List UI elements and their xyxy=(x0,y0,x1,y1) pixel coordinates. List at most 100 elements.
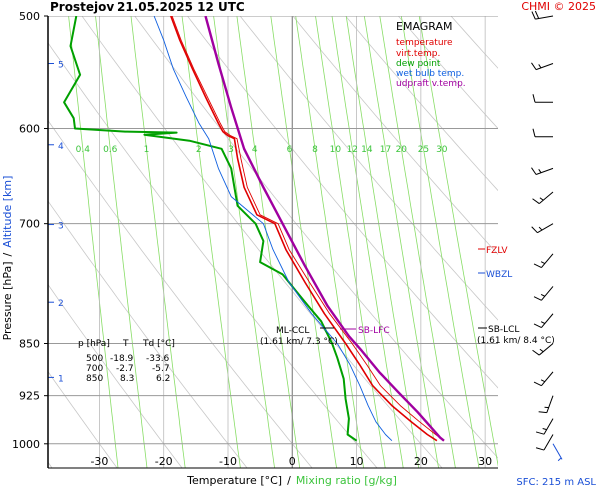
mixing-ratio-line xyxy=(181,16,241,468)
wind-barb-flag xyxy=(538,411,547,414)
table-header-t: T xyxy=(122,339,129,349)
x-axis-title-sep: / xyxy=(287,474,291,487)
mixing-ratio-label: 30 xyxy=(436,145,448,155)
mixing-ratio-line xyxy=(418,16,498,467)
ml-ccl-label: ML-CCL xyxy=(276,326,309,336)
wind-barb xyxy=(538,395,554,414)
wind-barb-shaft xyxy=(552,443,563,460)
mixing-ratio-label: 0.4 xyxy=(76,145,91,155)
mixing-ratio-line xyxy=(95,16,148,468)
y-axis-title-sep: / xyxy=(1,252,14,256)
dry-adiabat xyxy=(345,16,498,192)
mixing-ratio-line xyxy=(315,16,386,468)
wind-barb xyxy=(535,434,554,451)
table-cell: 850 xyxy=(86,374,103,384)
table-cell: 8.3 xyxy=(120,374,134,384)
wind-barb-half-flag xyxy=(542,428,547,431)
wind-barb-shaft xyxy=(541,286,554,301)
dry-adiabat xyxy=(239,16,498,321)
mixing-ratio-label: 1 xyxy=(144,145,150,155)
altitude-tick-label: 5 xyxy=(58,60,64,70)
mixing-ratio-label: 25 xyxy=(418,145,429,155)
wind-barb-shaft xyxy=(538,191,554,204)
mixing-ratio-line xyxy=(379,16,456,468)
wind-barb-flag xyxy=(535,447,545,451)
altitude-tick-label: 1 xyxy=(58,374,64,384)
mixing-ratio-label: 17 xyxy=(380,145,391,155)
legend-item-updraft: udpraft v.temp. xyxy=(396,79,466,89)
dry-adiabat xyxy=(134,16,498,459)
y-tick-label: 500 xyxy=(19,10,40,23)
series-line-temperature xyxy=(170,16,438,442)
wind-barb-half-flag xyxy=(540,321,546,324)
wind-barb-half-flag xyxy=(539,348,544,353)
wind-barb-shaft xyxy=(538,343,554,356)
legend-item-wet-bulb: wet bulb temp. xyxy=(396,69,464,79)
wind-barb-half-flag xyxy=(539,197,544,201)
y-axis-title-pressure: Pressure [hPa] xyxy=(1,261,14,340)
table-cell: -5.7 xyxy=(152,364,170,374)
legend-item-virt-temp: virt.temp. xyxy=(396,49,440,59)
wind-barb-flag xyxy=(534,10,540,19)
wind-barb-flag xyxy=(531,226,538,234)
wind-barb-flag xyxy=(531,167,537,175)
table-cell: -2.7 xyxy=(116,364,134,374)
dry-adiabat xyxy=(48,200,248,468)
wind-barb-shaft xyxy=(541,313,554,328)
datetime: 21.05.2025 12 UTC xyxy=(117,0,245,14)
grid-layer xyxy=(48,16,600,468)
x-axis-title-mixing: Mixing ratio [g/kg] xyxy=(296,474,397,487)
x-axis-title: Temperature [°C] / Mixing ratio [g/kg] xyxy=(186,474,397,487)
mixing-ratio-line xyxy=(213,16,275,468)
wind-barb-shaft xyxy=(546,395,554,413)
y-tick-label: 925 xyxy=(19,390,40,403)
legend: EMAGRAM temperature virt.temp. dew point… xyxy=(396,20,466,89)
dry-adiabat xyxy=(450,16,498,69)
table-header-td: Td [°C] xyxy=(142,339,175,349)
wind-barb-flag xyxy=(531,11,536,20)
wind-barb-half-flag xyxy=(540,379,546,383)
wind-barb-shaft xyxy=(537,223,554,234)
ml-ccl-value: (1.61 km/ 7.3 °C) xyxy=(260,337,338,347)
sb-lcl-value: (1.61 km/ 8.4 °C) xyxy=(477,336,555,346)
legend-item-dew-point: dew point xyxy=(396,59,441,69)
x-tick-label: -10 xyxy=(219,455,237,468)
dry-adiabat xyxy=(292,16,498,255)
table-header-p: p [hPa] xyxy=(78,339,110,349)
y-tick-label: 700 xyxy=(19,218,40,231)
wind-barb xyxy=(552,443,563,462)
mixing-ratio-label: 0.6 xyxy=(103,145,118,155)
wind-barb-flag xyxy=(532,349,540,356)
wind-barb xyxy=(533,371,554,387)
mixing-ratio-line xyxy=(130,16,186,468)
mixing-ratio-line xyxy=(331,16,404,468)
wind-barb xyxy=(531,10,554,20)
values-table: p [hPa] T Td [°C] 500 -18.9 -33.6 700 -2… xyxy=(78,339,175,384)
wind-barb-flag xyxy=(533,263,542,269)
wind-barb-flag xyxy=(532,128,536,137)
altitude-tick-label: 2 xyxy=(58,299,64,309)
mixing-ratio-line xyxy=(400,16,480,468)
wind-barb xyxy=(531,167,554,175)
mixing-ratio-label: 4 xyxy=(252,145,258,155)
mixing-ratio-line xyxy=(270,16,337,468)
dry-adiabat xyxy=(557,16,600,468)
copyright: CHMI © 2025 xyxy=(521,0,596,13)
dry-adiabat xyxy=(48,42,378,468)
wind-barb xyxy=(532,343,554,356)
wind-barb xyxy=(531,223,554,234)
wind-barb-shaft xyxy=(541,253,554,268)
wind-barb-flag xyxy=(533,323,542,328)
annotations: ML-CCL (1.61 km/ 7.3 °C) SB-LFC SB-LCL (… xyxy=(260,246,555,347)
altitude-tick-label: 3 xyxy=(58,222,64,232)
table-cell: 700 xyxy=(86,364,103,374)
series-layer xyxy=(63,16,445,442)
wind-barb xyxy=(532,128,553,138)
dry-adiabat xyxy=(397,16,498,130)
y-axis-title: Pressure [hPa] / Altitude [km] xyxy=(1,176,14,341)
x-tick-label: -20 xyxy=(155,455,173,468)
table-cell: 500 xyxy=(86,354,103,364)
wind-barb-flag xyxy=(532,94,536,103)
dry-adiabat xyxy=(81,16,443,468)
